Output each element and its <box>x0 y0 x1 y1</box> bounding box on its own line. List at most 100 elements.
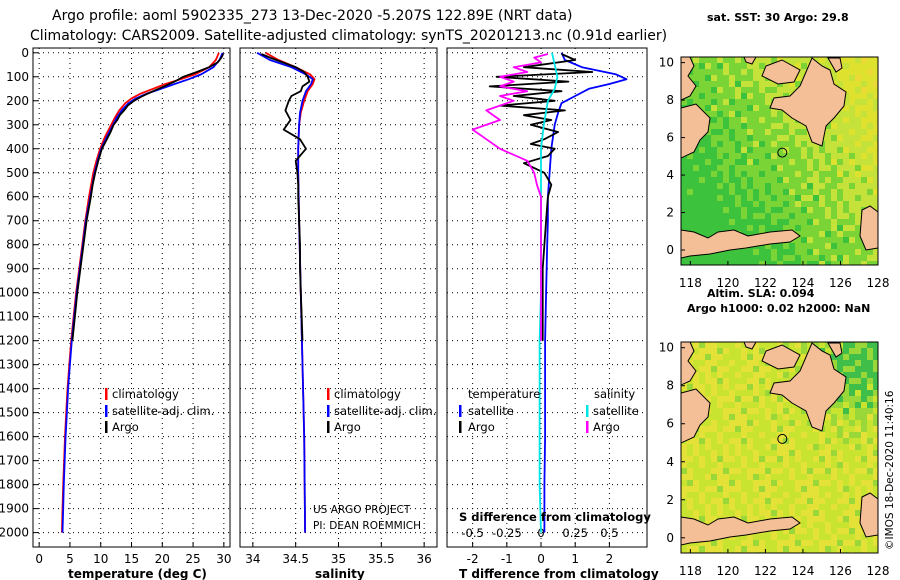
field-cell <box>843 135 849 141</box>
field-cell <box>843 159 849 165</box>
field-cell <box>681 213 687 219</box>
field-cell <box>795 189 801 195</box>
field-cell <box>867 540 873 546</box>
field-cell <box>735 111 741 117</box>
field-cell <box>765 474 771 480</box>
field-cell <box>825 129 831 135</box>
field-cell <box>801 135 807 141</box>
map-x-tick-label: 124 <box>791 276 814 290</box>
field-cell <box>867 456 873 462</box>
field-cell <box>729 546 735 552</box>
field-cell <box>681 171 687 177</box>
field-cell <box>867 480 873 486</box>
field-cell <box>825 456 831 462</box>
field-cell <box>861 474 867 480</box>
field-cell <box>861 546 867 552</box>
field-cell <box>831 237 837 243</box>
field-cell <box>783 504 789 510</box>
field-cell <box>771 462 777 468</box>
field-cell <box>717 117 723 123</box>
field-cell <box>741 255 747 261</box>
field-cell <box>837 456 843 462</box>
field-cell <box>723 486 729 492</box>
field-cell <box>825 243 831 249</box>
s-tick-label: 0 <box>537 526 544 540</box>
field-cell <box>801 510 807 516</box>
field-cell <box>807 171 813 177</box>
field-cell <box>741 219 747 225</box>
field-cell <box>837 147 843 153</box>
map-x-tick-label: 124 <box>791 564 814 578</box>
field-cell <box>873 414 878 420</box>
field-cell <box>705 195 711 201</box>
field-cell <box>795 183 801 189</box>
field-cell <box>777 474 783 480</box>
field-cell <box>873 99 878 105</box>
field-cell <box>747 123 753 129</box>
x-tick-label: 35 <box>331 552 346 566</box>
field-cell <box>765 390 771 396</box>
field-cell <box>837 243 843 249</box>
field-cell <box>855 528 861 534</box>
field-cell <box>747 498 753 504</box>
field-cell <box>717 159 723 165</box>
field-cell <box>867 195 873 201</box>
field-cell <box>837 165 843 171</box>
field-cell <box>789 438 795 444</box>
field-cell <box>741 105 747 111</box>
field-cell <box>777 534 783 540</box>
field-cell <box>771 153 777 159</box>
field-cell <box>759 207 765 213</box>
legend-swatch-climatology <box>327 388 330 400</box>
field-cell <box>861 135 867 141</box>
field-cell <box>759 261 765 265</box>
field-cell <box>873 468 878 474</box>
field-cell <box>783 408 789 414</box>
field-cell <box>729 378 735 384</box>
field-cell <box>873 261 878 265</box>
field-cell <box>789 492 795 498</box>
field-cell <box>729 171 735 177</box>
field-cell <box>801 354 807 360</box>
field-cell <box>849 57 855 63</box>
field-cell <box>711 354 717 360</box>
field-cell <box>789 420 795 426</box>
field-cell <box>705 63 711 69</box>
field-cell <box>693 195 699 201</box>
field-cell <box>795 414 801 420</box>
field-cell <box>801 141 807 147</box>
field-cell <box>843 237 849 243</box>
field-cell <box>873 81 878 87</box>
field-cell <box>735 384 741 390</box>
field-cell <box>855 69 861 75</box>
field-cell <box>777 261 783 265</box>
field-cell <box>729 432 735 438</box>
field-cell <box>861 432 867 438</box>
field-cell <box>705 372 711 378</box>
field-cell <box>771 342 777 348</box>
field-cell <box>795 177 801 183</box>
field-cell <box>843 354 849 360</box>
field-cell <box>861 147 867 153</box>
field-cell <box>765 486 771 492</box>
field-cell <box>771 261 777 265</box>
field-cell <box>795 510 801 516</box>
field-cell <box>681 504 687 510</box>
field-cell <box>741 450 747 456</box>
field-cell <box>855 189 861 195</box>
field-cell <box>783 195 789 201</box>
temperature-axis-label: temperature (deg C) <box>68 567 207 580</box>
x-tick-label: 15 <box>124 552 139 566</box>
field-cell <box>747 462 753 468</box>
field-cell <box>849 390 855 396</box>
field-cell <box>855 57 861 63</box>
field-cell <box>759 408 765 414</box>
field-cell <box>873 69 878 75</box>
field-cell <box>843 480 849 486</box>
y-tick-label: 1200 <box>0 334 29 348</box>
field-cell <box>759 396 765 402</box>
field-cell <box>837 141 843 147</box>
field-cell <box>705 255 711 261</box>
